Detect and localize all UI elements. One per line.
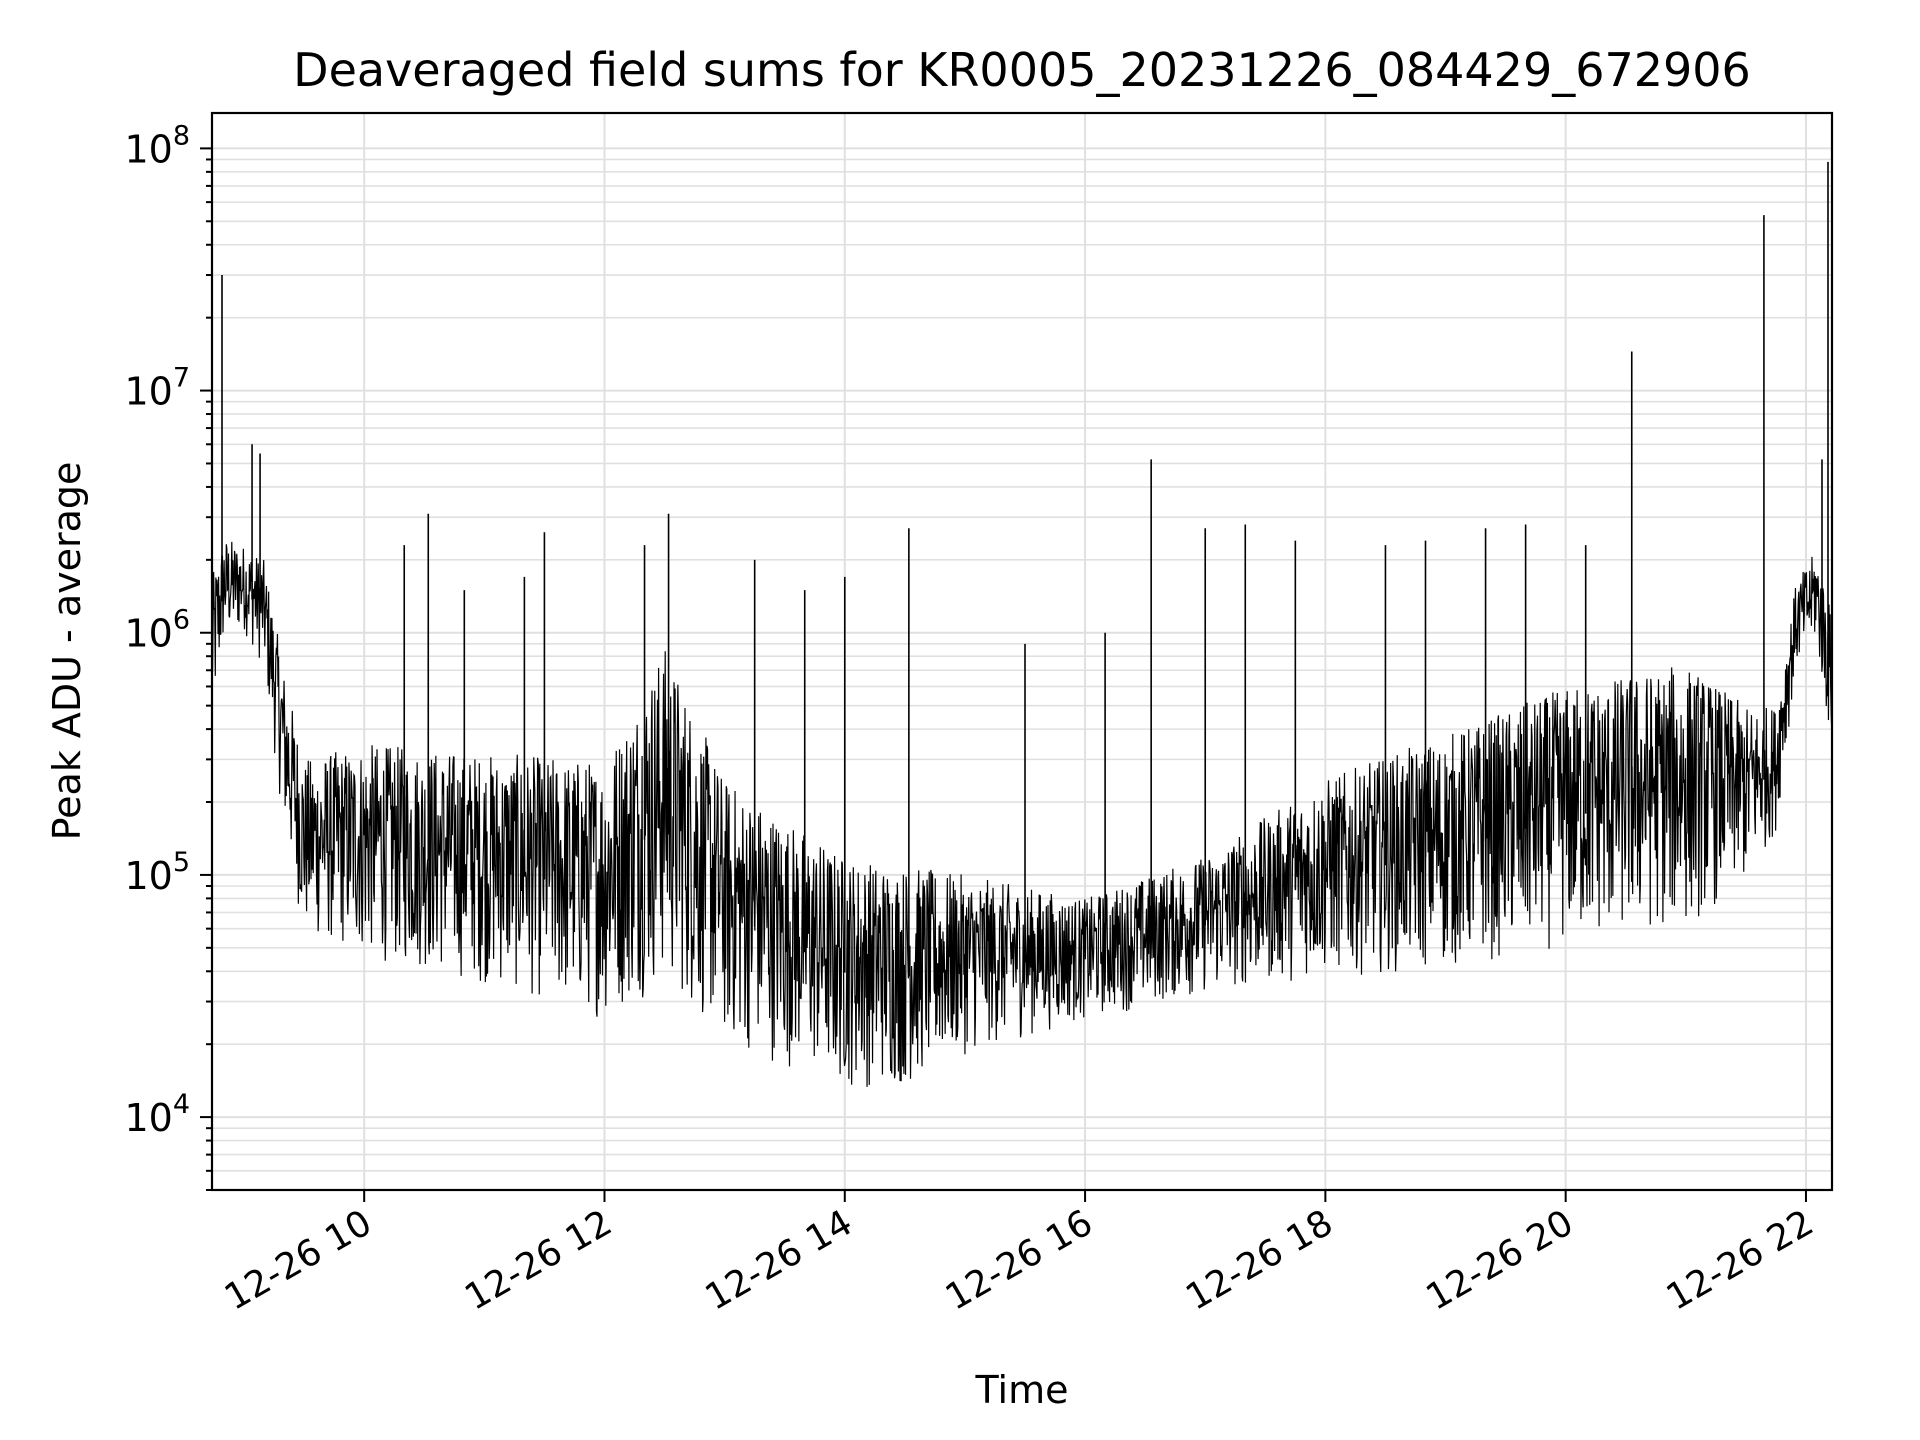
y-tick-label: 105 (124, 847, 190, 898)
chart-title: Deaveraged field sums for KR0005_2023122… (293, 43, 1751, 97)
plot-frame (210, 111, 1834, 1192)
y-axis-label: Peak ADU - average (45, 462, 89, 841)
x-axis-label: Time (975, 1368, 1069, 1412)
y-tick-label: 106 (124, 605, 190, 656)
y-tick-label: 108 (124, 120, 190, 171)
y-tick-label: 107 (124, 363, 190, 414)
grid-lines (212, 113, 1832, 1191)
series-trace (211, 161, 1833, 1087)
noise-trace (211, 541, 1833, 1087)
y-tick-label: 104 (124, 1089, 190, 1140)
